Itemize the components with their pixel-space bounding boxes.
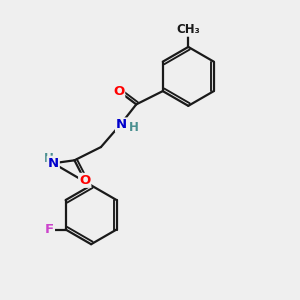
Text: N: N: [48, 157, 59, 170]
Text: O: O: [79, 174, 90, 187]
Text: H: H: [129, 121, 139, 134]
Text: F: F: [45, 223, 54, 236]
Text: H: H: [44, 152, 54, 165]
Text: CH₃: CH₃: [176, 23, 200, 36]
Text: O: O: [113, 85, 124, 98]
Text: N: N: [116, 118, 127, 131]
